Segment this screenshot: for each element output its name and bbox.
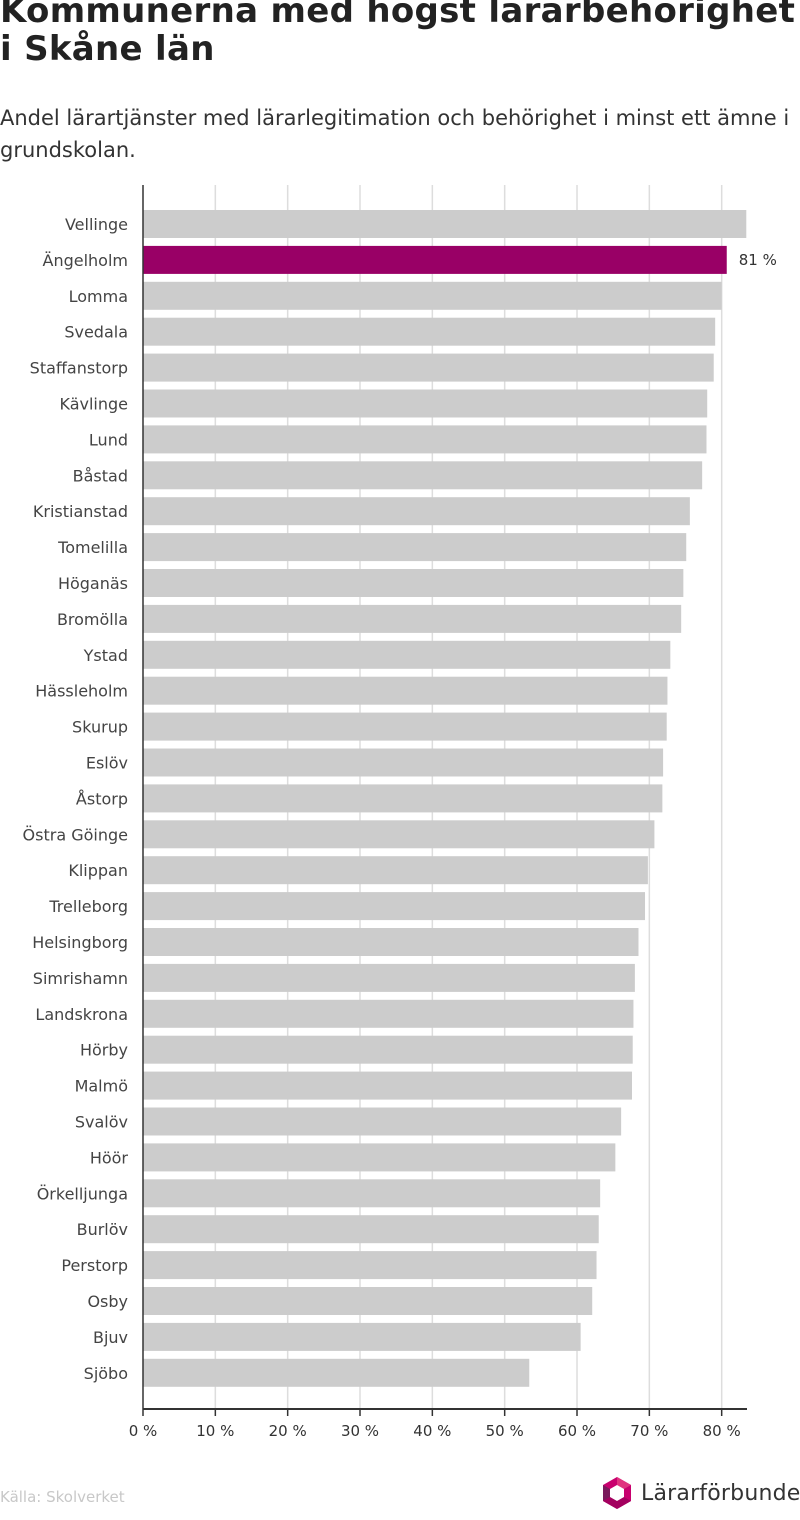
x-tick-label: 60 % <box>558 1422 596 1440</box>
bar <box>143 281 722 310</box>
x-tick-label: 0 % <box>129 1422 158 1440</box>
bar <box>143 1287 593 1315</box>
category-label: Höör <box>90 1148 129 1167</box>
category-label: Tomelilla <box>57 538 128 557</box>
category-label: Trelleborg <box>48 897 128 916</box>
bar <box>143 245 727 274</box>
bar <box>143 569 684 597</box>
bar <box>143 497 690 526</box>
category-label: Lomma <box>69 287 128 306</box>
category-label: Helsingborg <box>32 933 128 952</box>
category-label: Ängelholm <box>43 251 129 270</box>
bar <box>143 389 708 418</box>
category-label: Hässleholm <box>35 682 128 701</box>
bar <box>143 1322 581 1351</box>
source-note: Källa: Skolverket <box>0 1488 125 1506</box>
x-tick-label: 10 % <box>196 1422 234 1440</box>
category-label: Svedala <box>64 323 128 342</box>
bar <box>143 425 707 454</box>
bar <box>143 317 716 346</box>
bar <box>143 928 639 956</box>
category-label: Kristianstad <box>33 502 128 521</box>
category-label: Simrishamn <box>33 969 128 988</box>
bar <box>143 784 663 813</box>
category-label: Landskrona <box>35 1005 128 1024</box>
bar <box>143 640 671 669</box>
bar <box>143 1143 616 1172</box>
category-label: Lund <box>89 430 128 449</box>
category-label: Bjuv <box>93 1328 128 1347</box>
bar <box>143 856 648 885</box>
category-label: Kävlinge <box>59 395 128 414</box>
hexagon-logo-icon <box>603 1477 631 1509</box>
bar <box>143 1215 599 1244</box>
chart-subtitle: Andel lärartjänster med lärarlegitimatio… <box>0 106 790 162</box>
bar <box>143 999 634 1028</box>
brand-name: Lärarförbundet <box>641 1480 800 1506</box>
category-label: Burlöv <box>77 1220 128 1239</box>
category-label: Vellinge <box>65 215 128 234</box>
x-tick-label: 80 % <box>703 1422 741 1440</box>
category-label: Svalöv <box>75 1113 128 1132</box>
bar <box>143 892 646 921</box>
category-label: Eslöv <box>86 754 128 773</box>
category-label: Höganäs <box>58 574 128 593</box>
bar <box>143 1358 530 1387</box>
bar <box>143 1035 633 1064</box>
category-label: Skurup <box>72 718 128 737</box>
chart-title: Kommunerna med högst lärarbehörighet i S… <box>0 0 796 69</box>
category-label: Osby <box>87 1292 128 1311</box>
bar <box>143 820 655 849</box>
x-tick-label: 20 % <box>269 1422 307 1440</box>
x-tick-label: 50 % <box>486 1422 524 1440</box>
category-label: Åstorp <box>76 789 128 808</box>
data-label: 81 % <box>739 251 777 269</box>
bar <box>143 1179 601 1208</box>
bar <box>143 1251 597 1280</box>
category-label: Örkelljunga <box>37 1184 128 1203</box>
bar <box>143 353 714 382</box>
bar-chart: Vellinge Ängelholm 81 % Lomma Svedala Staffan… <box>23 185 777 1440</box>
category-label: Bromölla <box>57 610 128 629</box>
category-label: Båstad <box>73 466 128 485</box>
bar <box>143 963 635 992</box>
category-label: Sjöbo <box>84 1364 128 1383</box>
bar <box>143 676 668 705</box>
bar <box>143 748 664 777</box>
category-label: Klippan <box>68 861 128 880</box>
category-label: Östra Göinge <box>23 825 128 844</box>
category-label: Staffanstorp <box>30 359 128 378</box>
category-label: Malmö <box>75 1077 128 1096</box>
brand-logo: Lärarförbundet <box>601 1476 800 1510</box>
category-label: Hörby <box>80 1041 128 1060</box>
x-tick-label: 30 % <box>341 1422 379 1440</box>
bar <box>143 1107 622 1136</box>
x-tick-label: 40 % <box>413 1422 451 1440</box>
x-tick-label: 70 % <box>630 1422 668 1440</box>
bar <box>143 1071 632 1100</box>
bar <box>143 210 747 238</box>
bar <box>143 604 682 633</box>
bar <box>143 533 687 562</box>
bar <box>143 461 703 490</box>
bar <box>143 712 667 741</box>
category-label: Ystad <box>83 646 128 665</box>
category-label: Perstorp <box>61 1256 128 1275</box>
